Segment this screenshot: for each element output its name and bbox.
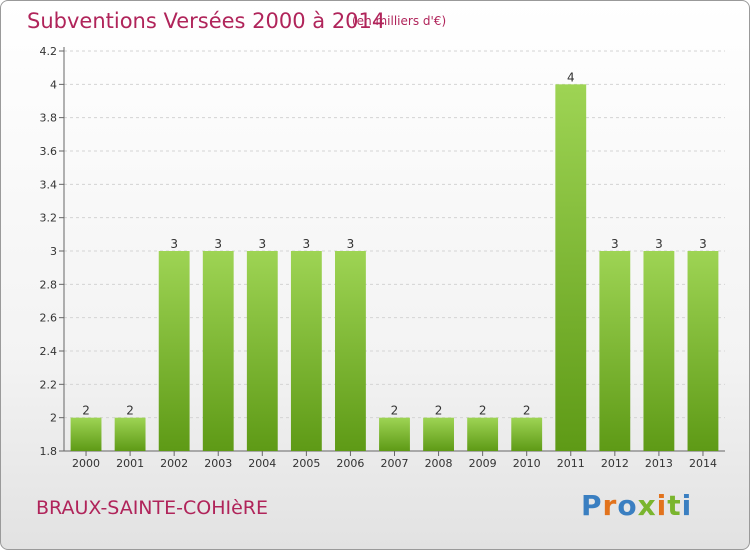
bar-value-label: 3 <box>303 237 311 251</box>
y-tick-label: 2 <box>50 412 57 425</box>
bar-2004 <box>246 251 278 451</box>
y-tick-label: 3 <box>50 245 57 258</box>
bar-2012 <box>599 251 631 451</box>
y-tick-label: 3.6 <box>40 145 58 158</box>
x-tick-label: 2002 <box>160 457 188 470</box>
x-tick-label: 2014 <box>689 457 717 470</box>
x-tick-label: 2010 <box>513 457 541 470</box>
bar-2001 <box>114 417 146 451</box>
bar-2008 <box>423 417 454 451</box>
logo-letter: i <box>656 489 668 522</box>
chart-subtitle: (en milliers d'€) <box>352 14 447 28</box>
bar-value-label: 3 <box>611 237 619 251</box>
proxiti-logo[interactable]: Proxiti <box>581 489 692 522</box>
x-tick-label: 2013 <box>645 457 673 470</box>
commune-name: BRAUX-SAINTE-COHIèRE <box>36 497 268 519</box>
bar-2006 <box>335 251 366 451</box>
bar-2014 <box>687 251 719 451</box>
bar-value-label: 2 <box>391 404 399 418</box>
bar-2013 <box>643 251 675 451</box>
y-tick-label: 3.8 <box>40 112 58 125</box>
bar-value-label: 3 <box>655 237 663 251</box>
bar-value-label: 2 <box>126 404 134 418</box>
x-tick-label: 2012 <box>601 457 629 470</box>
logo-letter: x <box>637 489 657 522</box>
x-tick-label: 2004 <box>248 457 276 470</box>
bar-2009 <box>467 417 499 451</box>
bar-value-label: 2 <box>82 404 90 418</box>
y-tick-label: 3.2 <box>40 212 58 225</box>
y-tick-label: 3.4 <box>40 178 58 191</box>
logo-letter: P <box>581 489 603 522</box>
x-tick-label: 2005 <box>292 457 320 470</box>
chart-title: Subventions Versées 2000 à 2014 <box>27 9 386 33</box>
y-tick-label: 2.8 <box>40 278 58 291</box>
bar-value-label: 3 <box>170 237 178 251</box>
y-tick-label: 4 <box>50 78 57 91</box>
y-tick-label: 2.4 <box>40 345 58 358</box>
x-tick-label: 2009 <box>469 457 497 470</box>
bar-2007 <box>379 417 410 451</box>
y-tick-label: 4.2 <box>40 45 58 58</box>
bar-value-label: 3 <box>699 237 707 251</box>
bar-2005 <box>290 251 322 451</box>
x-tick-label: 2011 <box>557 457 585 470</box>
x-tick-label: 2001 <box>116 457 144 470</box>
bar-2000 <box>70 417 102 451</box>
bar-value-label: 3 <box>258 237 266 251</box>
y-tick-label: 2.6 <box>40 312 58 325</box>
logo-letter: t <box>667 489 682 522</box>
y-tick-label: 1.8 <box>40 445 58 458</box>
logo-letter: i <box>681 489 693 522</box>
x-tick-label: 2003 <box>204 457 232 470</box>
bar-value-label: 3 <box>214 237 222 251</box>
x-tick-label: 2000 <box>72 457 100 470</box>
x-tick-label: 2006 <box>336 457 364 470</box>
bars <box>70 84 719 451</box>
bar-value-label: 2 <box>523 404 531 418</box>
bar-2010 <box>511 417 543 451</box>
bar-value-label: 2 <box>479 404 487 418</box>
y-tick-label: 2.2 <box>40 378 58 391</box>
bar-2011 <box>555 84 587 451</box>
bar-value-label: 4 <box>567 70 575 84</box>
x-tick-label: 2007 <box>381 457 409 470</box>
bar-2002 <box>158 251 190 451</box>
x-tick-label: 2008 <box>425 457 453 470</box>
logo-letter: r <box>602 489 618 522</box>
bar-value-label: 2 <box>435 404 443 418</box>
bar-value-label: 3 <box>347 237 355 251</box>
labels: 1.8 2 2.2 2.4 2.6 2.8 3 3.2 3.4 3.6 3.8 4 4.2 2 2000 2 2… <box>40 45 717 470</box>
bar-2003 <box>202 251 234 451</box>
logo-letter: o <box>617 489 638 522</box>
